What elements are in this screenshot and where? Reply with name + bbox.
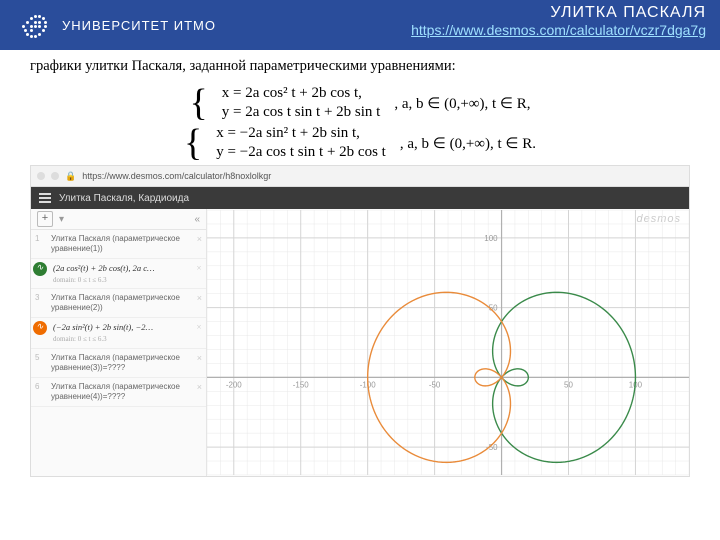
lock-icon: 🔒 [65,171,76,182]
eq1-line2: y = 2a cos t sin t + 2b sin t [222,104,381,121]
add-expression-button[interactable]: + [37,211,53,227]
svg-text:-50: -50 [429,380,441,389]
university-name: УНИВЕРСИТЕТ ИТМО [62,18,216,33]
expression-row[interactable]: 5×Улитка Паскаля (параметрическое уравне… [31,349,206,378]
graph-svg: -200-150-100-5050100-5050100 [207,209,689,476]
curve-toggle-icon[interactable] [33,262,47,276]
expression-row[interactable]: 6×Улитка Паскаля (параметрическое уравне… [31,378,206,407]
equation-set-2: { x = −2a sin² t + 2b sin t, y = −2a cos… [0,125,720,161]
expression-row[interactable]: 3×Улитка Паскаля (параметрическое уравне… [31,289,206,318]
eq1-cond: , a, b ∈ (0,+∞), t ∈ R, [394,94,530,113]
expression-row[interactable]: 2×(2a cos²(t) + 2b cos(t), 2a c…domain: … [31,259,206,289]
close-icon[interactable]: × [196,263,202,274]
expression-sidebar: + ▾ « 1×Улитка Паскаля (параметрическое … [31,209,207,476]
chevron-down-icon[interactable]: ▾ [59,214,64,225]
hamburger-icon[interactable] [39,193,51,203]
slide-title: УЛИТКА ПАСКАЛЯ [411,4,706,22]
browser-url-bar: 🔒 https://www.desmos.com/calculator/h8no… [31,166,689,187]
browser-url: https://www.desmos.com/calculator/h8noxl… [82,171,271,181]
svg-text:50: 50 [564,380,573,389]
eq2-line1: x = −2a sin² t + 2b sin t, [216,125,386,142]
svg-text:100: 100 [484,234,498,243]
slide-header: УНИВЕРСИТЕТ ИТМО УЛИТКА ПАСКАЛЯ https://… [0,0,720,50]
eq1-line1: x = 2a cos² t + 2b cos t, [222,85,381,102]
close-icon[interactable]: × [197,293,202,304]
close-icon[interactable]: × [196,322,202,333]
svg-text:-150: -150 [293,380,309,389]
desmos-screenshot: 🔒 https://www.desmos.com/calculator/h8no… [30,165,690,477]
eq2-cond: , a, b ∈ (0,+∞), t ∈ R. [400,134,536,153]
desmos-project-title: Улитка Паскаля, Кардиоида [59,193,189,204]
graph-area[interactable]: desmos -200-150-100-5050100-5050100 [207,209,689,476]
itmo-logo [16,7,52,43]
eq2-line2: y = −2a cos t sin t + 2b cos t [216,144,386,161]
expression-row[interactable]: 1×Улитка Паскаля (параметрическое уравне… [31,230,206,259]
desmos-top-bar: Улитка Паскаля, Кардиоида [31,187,689,209]
expression-row[interactable]: 4×(−2a sin²(t) + 2b sin(t), −2…domain: 0… [31,318,206,348]
title-block: УЛИТКА ПАСКАЛЯ https://www.desmos.com/ca… [411,4,706,40]
sidebar-tools: + ▾ « [31,209,206,230]
intro-text: графики улитки Паскаля, заданной парамет… [0,50,720,81]
curve-toggle-icon[interactable] [33,321,47,335]
equation-set-1: { x = 2a cos² t + 2b cos t, y = 2a cos t… [0,85,720,121]
close-icon[interactable]: × [197,353,202,364]
desmos-link[interactable]: https://www.desmos.com/calculator/vczr7d… [411,22,706,38]
svg-text:-200: -200 [226,380,242,389]
collapse-icon[interactable]: « [194,214,200,225]
close-icon[interactable]: × [197,382,202,393]
close-icon[interactable]: × [197,234,202,245]
